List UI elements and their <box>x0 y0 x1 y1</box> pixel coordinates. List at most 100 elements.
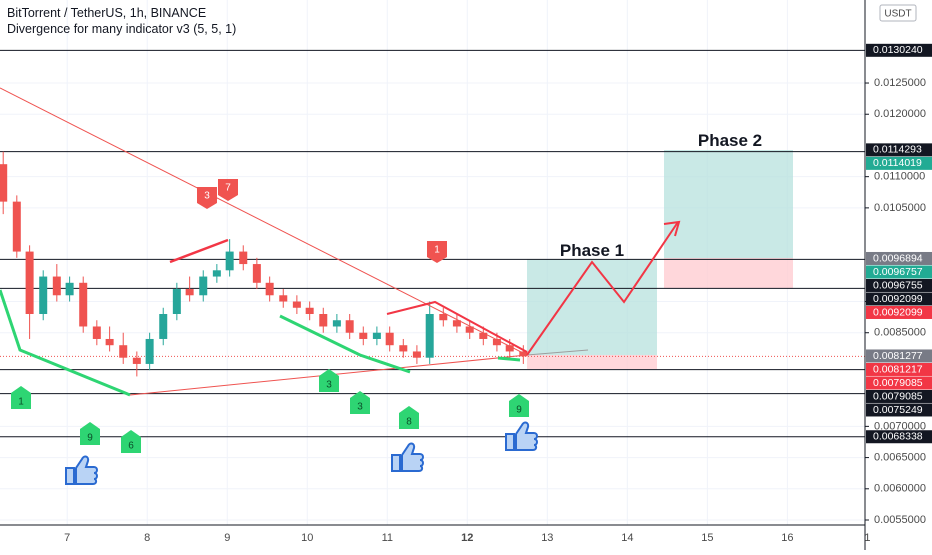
x-tick-label: 15 <box>701 532 713 544</box>
candle-body <box>225 251 234 271</box>
buy-signal-label: 3 <box>357 402 363 413</box>
y-tick-label: 0.0055000 <box>874 514 926 526</box>
sell-signal-label: 7 <box>225 183 231 194</box>
candle-body <box>505 345 514 352</box>
target-zone <box>527 259 657 355</box>
price-tag <box>866 430 932 444</box>
divergence-line <box>497 356 521 362</box>
buy-signal-label: 6 <box>128 441 134 452</box>
price-tag <box>866 292 932 306</box>
candle-body <box>119 345 128 358</box>
buy-signal <box>80 422 100 445</box>
buy-signal <box>319 369 339 392</box>
sell-signal <box>218 179 238 201</box>
candle-body <box>305 307 314 315</box>
x-tick-label: 10 <box>301 532 313 544</box>
buy-signal-label: 8 <box>406 417 412 428</box>
price-tag-label: 0.0130240 <box>873 44 923 56</box>
divergence-line <box>169 238 229 264</box>
chart-title: BitTorrent / TetherUS, 1h, BINANCE <box>7 6 206 20</box>
x-tick-label: 13 <box>541 532 553 544</box>
candle-body <box>452 320 461 327</box>
y-tick-label: 0.0110000 <box>874 171 925 183</box>
stop-zone <box>664 258 793 288</box>
x-tick-label: 8 <box>144 532 150 544</box>
price-tag <box>866 362 932 376</box>
target-zone <box>664 150 793 258</box>
buy-signal-label: 3 <box>326 380 332 391</box>
buy-signal <box>11 386 31 409</box>
y-tick-label: 0.0065000 <box>874 451 926 463</box>
candle-body <box>412 351 421 358</box>
candle-body <box>465 326 474 333</box>
candle-body <box>212 270 221 277</box>
candle-body <box>39 276 48 315</box>
price-tag-label: 0.0114293 <box>873 144 922 156</box>
x-tick-label: 1 <box>864 532 870 544</box>
price-tag-label: 0.0092099 <box>873 293 923 305</box>
price-tag <box>866 156 932 170</box>
x-tick-label: 9 <box>224 532 230 544</box>
price-tag-label: 0.0079085 <box>873 377 923 389</box>
price-tag <box>866 251 932 265</box>
price-tag <box>866 403 932 417</box>
candle-body <box>185 289 194 296</box>
y-tick-label: 0.0060000 <box>874 483 926 495</box>
candle-body <box>132 357 141 364</box>
candle-body <box>319 314 328 327</box>
candle-body <box>52 276 61 296</box>
sell-signal-label: 1 <box>434 245 440 256</box>
price-tag-label: 0.0068338 <box>873 431 923 443</box>
price-tag-label: 0.0114019 <box>873 157 922 169</box>
sell-signal <box>427 241 447 263</box>
indicator-name: Divergence for many indicator v3 (5, 5, … <box>7 22 236 36</box>
trendline <box>0 87 528 356</box>
candle-body <box>239 251 248 265</box>
candle-body <box>25 251 34 315</box>
price-tag <box>866 143 932 157</box>
y-tick-label: 0.0070000 <box>874 420 926 432</box>
price-tag-label: 0.0079085 <box>873 390 923 402</box>
x-tick-label: 7 <box>64 532 70 544</box>
stop-zone <box>527 355 657 369</box>
time-axis <box>0 525 865 550</box>
y-tick-label: 0.0085000 <box>874 327 926 339</box>
phase-label: Phase 2 <box>698 131 762 150</box>
divergence-line <box>279 314 411 374</box>
price-tag-label: 0.0096894 <box>873 252 923 264</box>
candle-body <box>252 264 261 283</box>
x-tick-label: 16 <box>781 532 793 544</box>
price-tag <box>866 305 932 319</box>
candle-body <box>0 164 8 202</box>
candle-body <box>92 326 101 339</box>
candle-body <box>425 314 434 358</box>
candle-body <box>199 276 208 296</box>
price-tag <box>866 278 932 292</box>
projection-arrow <box>663 220 681 237</box>
candle-body <box>492 338 501 346</box>
buy-signal <box>509 394 529 417</box>
candle-body <box>105 338 114 346</box>
candle-body <box>399 345 408 352</box>
price-tag-label: 0.0081217 <box>873 363 923 375</box>
buy-signal <box>121 430 141 453</box>
buy-signal-label: 9 <box>87 433 93 444</box>
candle-body <box>292 301 301 308</box>
candle-body <box>385 332 394 346</box>
currency-box[interactable] <box>879 4 917 22</box>
buy-signal <box>399 406 419 429</box>
candle-body <box>145 338 154 364</box>
price-tag <box>866 376 932 390</box>
sell-signal <box>197 187 217 209</box>
candle-body <box>79 282 88 327</box>
x-tick-label: 12 <box>461 532 473 544</box>
x-tick-label: 14 <box>621 532 633 544</box>
y-tick-label: 0.0105000 <box>874 202 926 214</box>
y-tick-label: 0.0120000 <box>874 108 926 120</box>
buy-signal-label: 9 <box>516 405 522 416</box>
price-tag <box>866 43 932 57</box>
candle-body <box>479 332 488 339</box>
candle-body <box>332 320 341 327</box>
candle-body <box>265 282 274 296</box>
